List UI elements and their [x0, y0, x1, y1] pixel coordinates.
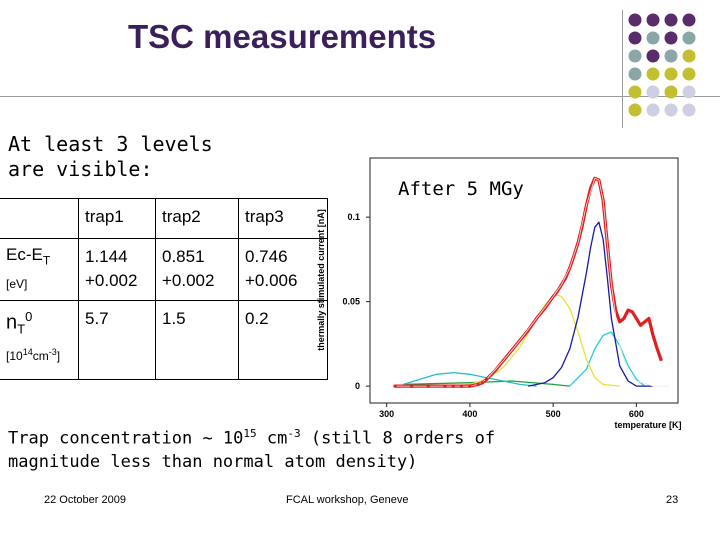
measured-point	[459, 384, 464, 388]
dot-row-6	[628, 103, 696, 117]
series-trap3	[403, 371, 537, 387]
title-divider-horizontal	[0, 96, 720, 97]
measured-point	[468, 384, 472, 388]
energy-unit: [eV]	[6, 277, 28, 292]
y-axis-label: thermally stimulated current [nA]	[316, 209, 326, 351]
dot-row-5	[628, 85, 696, 99]
conc-unit: [1014cm-3]	[6, 346, 61, 363]
footer-event: FCAL workshop, Geneve	[286, 494, 409, 506]
energy-value: 0.746	[245, 247, 288, 266]
trap-concentration-text: Trap concentration ~ 1015 cm-3 (still 8 …	[8, 427, 496, 472]
row-concentration-label: nT0 [1014cm-3]	[0, 300, 79, 380]
after-dose-label: After 5 MGy	[398, 178, 524, 200]
measured-point	[410, 384, 414, 388]
tsc-chart: 300 400 500 600 0 0.05 0.1 thermally stimulate…	[316, 157, 682, 430]
y-tick-label-0.1: 0.1	[347, 212, 360, 222]
measured-point	[426, 384, 430, 388]
energy-trap2: 0.851 +0.002	[155, 238, 239, 301]
series-layer	[393, 176, 670, 388]
energy-error: +0.002	[85, 271, 138, 290]
energy-label-main: Ec-ET	[6, 245, 51, 268]
series-trap1	[528, 221, 653, 387]
title-divider-vertical	[622, 10, 623, 128]
energy-error: +0.002	[162, 271, 215, 290]
measured-point	[480, 381, 484, 385]
series-trap4	[569, 331, 646, 387]
slide-title: TSC measurements	[128, 18, 437, 55]
levels-text: At least 3 levels are visible:	[8, 132, 213, 181]
conc-label-main: nT0	[6, 309, 33, 337]
header-trap2: trap2	[155, 198, 239, 239]
dot-row-3	[628, 49, 696, 63]
header-trap3: trap3	[238, 198, 328, 239]
conc-trap2: 1.5	[155, 300, 239, 380]
footer-date: 22 October 2009	[44, 494, 126, 506]
x-tick-label-400: 400	[462, 409, 477, 419]
energy-value: 1.144	[85, 247, 128, 266]
measured-point	[393, 384, 397, 388]
y-tick-label-0.05: 0.05	[342, 297, 360, 307]
axis-layer: 300 400 500 600 0 0.05 0.1	[342, 212, 643, 419]
measured-point	[451, 384, 455, 388]
dot-row-4	[628, 67, 696, 81]
x-tick-label-500: 500	[546, 409, 561, 419]
trap-parameter-table: trap1 trap2 trap3 Ec-ET [eV] 1.144 +0.00…	[0, 198, 328, 380]
table-corner-cell	[0, 198, 79, 239]
footer-page-number: 23	[666, 494, 679, 506]
energy-trap1: 1.144 +0.002	[78, 238, 156, 301]
conc-trap1: 5.7	[78, 300, 156, 380]
measured-point	[484, 377, 489, 381]
row-energy-label: Ec-ET [eV]	[0, 238, 79, 301]
measured-point	[443, 384, 447, 388]
energy-trap3: 0.746 +0.006	[238, 238, 328, 301]
dot-row-2	[628, 31, 696, 45]
dot-row-1	[628, 13, 696, 27]
energy-value: 0.851	[162, 247, 205, 266]
conc-trap3: 0.2	[245, 309, 269, 328]
x-tick-label-600: 600	[629, 409, 644, 419]
x-axis-label: temperature [K]	[614, 420, 681, 430]
header-trap1: trap1	[78, 198, 156, 239]
x-tick-label-300: 300	[379, 409, 394, 419]
measured-point	[476, 382, 480, 387]
series-baseline	[403, 380, 570, 387]
decorative-dot-grid	[628, 13, 696, 117]
y-tick-label-0: 0	[355, 381, 360, 391]
energy-error: +0.006	[245, 271, 298, 290]
